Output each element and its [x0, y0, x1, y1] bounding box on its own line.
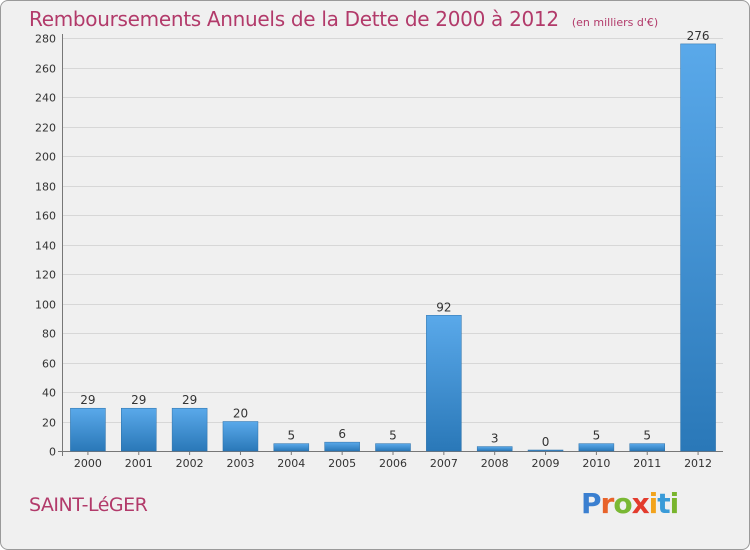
bar: [70, 407, 106, 452]
bar-value-label: 5: [287, 429, 295, 443]
bar: [527, 449, 564, 452]
y-tick-label: 160: [35, 210, 56, 223]
bar: [121, 407, 157, 452]
bar-value-label: 6: [338, 427, 346, 441]
bar-value-label: 29: [80, 393, 95, 407]
y-tick-label: 100: [35, 299, 56, 312]
bars: [70, 43, 716, 452]
bar-value-label: 5: [593, 429, 601, 443]
bar-value-label: 29: [182, 393, 197, 407]
x-tick-label: 2002: [176, 457, 204, 470]
x-tick-label: 2004: [277, 457, 305, 470]
y-tick-label: 40: [42, 387, 56, 400]
x-tick-label: 2011: [633, 457, 661, 470]
chart-subtitle: (en milliers d'€): [571, 16, 659, 29]
logo-letter: x: [631, 487, 650, 520]
bar: [273, 443, 310, 452]
bar: [222, 421, 259, 452]
x-tick-label: 2008: [481, 457, 509, 470]
x-tick-label: 2012: [684, 457, 712, 470]
x-tick-label: 2007: [430, 457, 458, 470]
y-tick-label: 240: [35, 92, 56, 105]
x-tick-label: 2009: [532, 457, 560, 470]
logo-letter: t: [657, 487, 670, 520]
bar: [324, 441, 360, 452]
bar: [171, 407, 208, 452]
bar: [680, 43, 716, 452]
logo-letter: P: [581, 487, 602, 520]
logo-letter: o: [613, 487, 632, 520]
y-tick-label: 200: [35, 151, 56, 164]
bar-value-label: 5: [389, 429, 397, 443]
x-tick-label: 2000: [74, 457, 102, 470]
bar-value-label: 20: [233, 407, 248, 421]
bar-value-label: 29: [131, 393, 146, 407]
bar: [426, 315, 462, 452]
bar-value-label: 0: [542, 435, 550, 449]
x-tick-label: 2003: [226, 457, 254, 470]
x-tick-label: 2005: [328, 457, 356, 470]
y-tick-label: 0: [49, 446, 56, 459]
logo-letter: i: [648, 487, 659, 520]
bar-value-label: 3: [491, 432, 499, 446]
bar: [476, 446, 513, 452]
logo-letter: r: [600, 487, 615, 520]
chart-title-row: Remboursements Annuels de la Dette de 20…: [29, 7, 658, 31]
y-tick-label: 120: [35, 269, 56, 282]
bar: [578, 443, 615, 452]
y-tick-label: 20: [42, 417, 56, 430]
chart-title: Remboursements Annuels de la Dette de 20…: [29, 7, 559, 31]
y-tick-label: 180: [35, 181, 56, 194]
grid-lines: [62, 38, 723, 423]
y-tick-label: 80: [42, 328, 56, 341]
y-tick-label: 220: [35, 122, 56, 135]
logo-letter: i: [669, 487, 680, 520]
y-tick-label: 280: [35, 33, 56, 46]
x-tick-label: 2010: [582, 457, 610, 470]
y-tick-label: 260: [35, 63, 56, 76]
bar-value-label: 92: [436, 300, 451, 314]
x-tick-label: 2006: [379, 457, 407, 470]
labels: 0204060801001201401601802002202402602802…: [35, 29, 712, 470]
proxiti-logo: Proxiti: [581, 487, 680, 520]
x-tick-label: 2001: [125, 457, 153, 470]
axes: [58, 34, 723, 456]
commune-name: SAINT-LéGER: [29, 494, 148, 516]
y-tick-label: 140: [35, 240, 56, 253]
y-tick-label: 60: [42, 358, 56, 371]
bar: [629, 443, 665, 452]
bar-value-label: 5: [643, 429, 651, 443]
bar: [375, 443, 411, 452]
bar-value-label: 276: [687, 29, 710, 43]
